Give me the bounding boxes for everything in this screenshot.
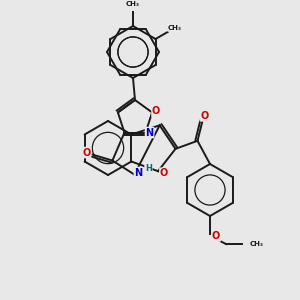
Text: O: O [200,111,208,121]
Text: O: O [152,106,160,116]
Text: N: N [134,168,142,178]
Text: H: H [145,164,152,173]
Text: O: O [160,168,168,178]
Text: CH₃: CH₃ [250,241,264,247]
Text: CH₃: CH₃ [168,25,182,31]
Text: O: O [212,231,220,241]
Text: CH₃: CH₃ [126,1,140,7]
Text: N: N [146,128,154,138]
Text: O: O [82,148,91,158]
